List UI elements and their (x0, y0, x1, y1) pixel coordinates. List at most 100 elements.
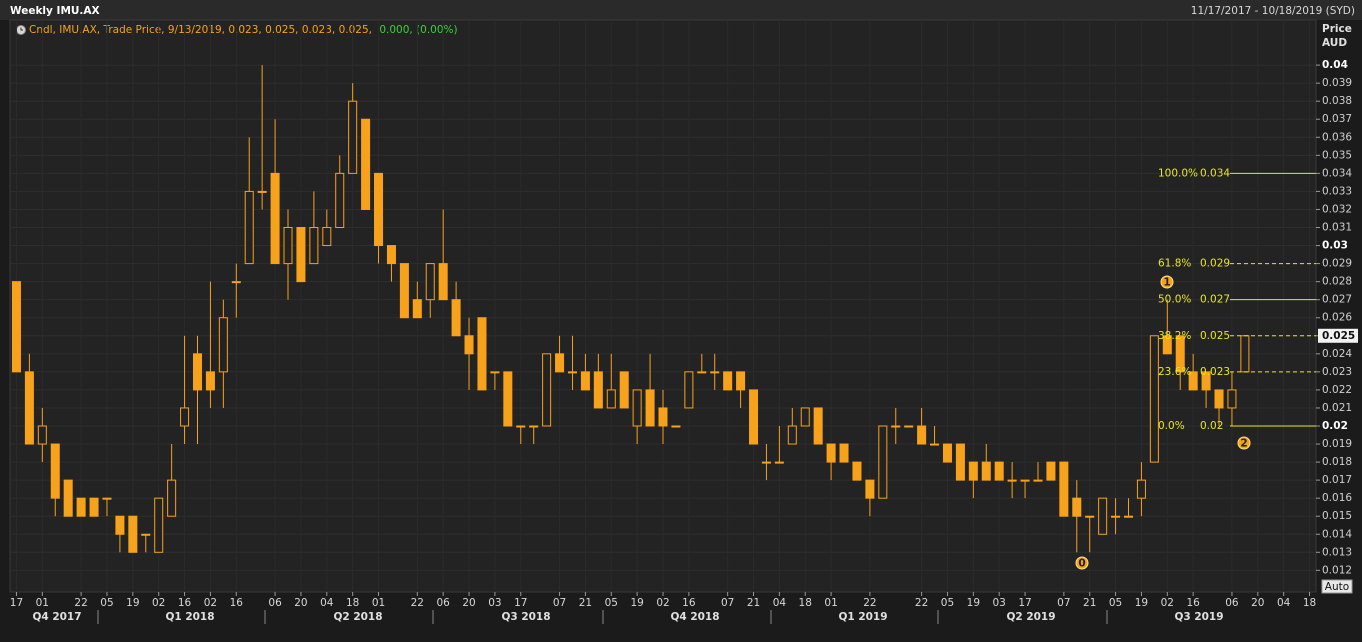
candle-body (774, 461, 784, 464)
candle-body (955, 443, 965, 481)
x-tick-label: 01 (372, 597, 385, 609)
x-tick-label: 22 (863, 597, 876, 609)
y-tick-label: 0.022 (1322, 384, 1352, 396)
candle-body (645, 389, 655, 427)
candle-body (606, 389, 616, 409)
candle-body (438, 263, 448, 301)
candle-body (1149, 335, 1159, 463)
candle-body (994, 461, 1004, 481)
y-tick-label: 0.013 (1322, 546, 1352, 558)
x-tick-label: 05 (100, 597, 113, 609)
x-tick-label: 02 (1161, 597, 1174, 609)
candle-body (309, 227, 319, 265)
x-tick-label: 06 (436, 597, 450, 609)
candle-body (632, 389, 642, 427)
candle-body (115, 515, 125, 535)
candle-body (218, 317, 228, 373)
x-tick-label: 04 (1277, 597, 1291, 609)
candle-body (1085, 515, 1095, 518)
quarter-label: Q2 2019 (1006, 611, 1055, 623)
candle-body (1136, 479, 1146, 499)
last-price-label: 0.025 (1322, 330, 1355, 342)
y-tick-label: 0.014 (1322, 528, 1352, 540)
x-tick-label: 02 (152, 597, 165, 609)
legend-text: Cndl, IMU.AX, Trade Price, 9/13/2019, 0.… (29, 24, 458, 36)
x-tick-label: 22 (74, 597, 87, 609)
candle-body (1240, 335, 1250, 373)
candle-body (76, 497, 86, 517)
y-axis-title: Price (1322, 23, 1352, 35)
x-tick-label: 06 (1225, 597, 1239, 609)
fib-value: 0.029 (1200, 258, 1230, 270)
fib-percent: 23.6% (1158, 366, 1191, 378)
x-tick-label: 20 (1251, 597, 1264, 609)
fibonacci: 100.0% 0.034 61.8% 0.029 50.0% 0.027 38.2% 0.02… (1158, 167, 1316, 432)
candle-body (684, 371, 694, 409)
x-tick-label: 05 (941, 597, 954, 609)
x-tick-label: 22 (411, 597, 424, 609)
candle-body (11, 281, 21, 373)
candle-body (192, 353, 203, 391)
y-tick-label: 0.027 (1322, 294, 1352, 306)
x-tick-label: 01 (36, 597, 49, 609)
candles (11, 65, 1250, 553)
candle-body (386, 245, 396, 265)
y-tick-label: 0.015 (1322, 510, 1352, 522)
x-tick-label: 16 (178, 597, 192, 609)
candle-body (671, 425, 681, 428)
candle-body (813, 407, 823, 445)
fib-percent: 100.0% (1158, 167, 1198, 179)
annotation-label: 2 (1240, 438, 1247, 450)
x-tick-label: 02 (656, 597, 669, 609)
y-tick-label: 0.016 (1322, 492, 1352, 504)
annotation-label: 1 (1163, 277, 1170, 289)
candle-body (1111, 515, 1121, 518)
x-tick-label: 05 (1109, 597, 1122, 609)
y-tick-label: 0.017 (1322, 474, 1352, 486)
x-tick-label: 04 (773, 597, 787, 609)
candle-body (477, 317, 487, 391)
candle-body (917, 425, 927, 445)
y-tick-label: 0.033 (1322, 185, 1352, 197)
x-tick-label: 16 (682, 597, 696, 609)
x-tick-label: 19 (630, 597, 643, 609)
x-tick-label: 19 (126, 597, 139, 609)
candle-body (593, 371, 603, 409)
candle-body (1072, 497, 1082, 517)
candle-body (24, 371, 34, 445)
auto-button[interactable] (1321, 579, 1353, 594)
candle-body (710, 371, 720, 374)
candle-body (839, 443, 849, 463)
x-tick-label: 17 (10, 597, 23, 609)
y-axis-title: AUD (1322, 37, 1347, 49)
candle-body (128, 515, 138, 553)
candle-body (529, 425, 539, 428)
x-tick-label: 19 (1135, 597, 1148, 609)
candle-body (322, 227, 332, 247)
candle-body (50, 443, 60, 499)
x-tick-label: 19 (967, 597, 980, 609)
candle-body (270, 172, 280, 265)
fib-percent: 0.0% (1158, 420, 1185, 432)
auto-button-label[interactable]: Auto (1325, 581, 1349, 593)
x-tick-label: 17 (514, 597, 527, 609)
candle-body (374, 172, 384, 247)
candle-body (503, 371, 513, 427)
candle-body (1020, 479, 1030, 482)
x-tick-label: 03 (488, 597, 501, 609)
x-tick-label: 03 (993, 597, 1006, 609)
x-tick-label: 18 (346, 597, 359, 609)
candle-body (930, 443, 940, 446)
candle-body (1175, 335, 1185, 373)
candle-body (580, 371, 590, 391)
y-tick-label: 0.035 (1322, 149, 1352, 161)
y-tick-label: 0.028 (1322, 276, 1352, 288)
x-tick-label: 07 (721, 597, 734, 609)
candle-body (1227, 389, 1237, 409)
candle-body (205, 371, 215, 391)
x-tick-label: 20 (294, 597, 307, 609)
candle-body (942, 443, 952, 463)
quarter-label: Q1 2019 (838, 611, 887, 623)
x-tick-label: 05 (605, 597, 618, 609)
